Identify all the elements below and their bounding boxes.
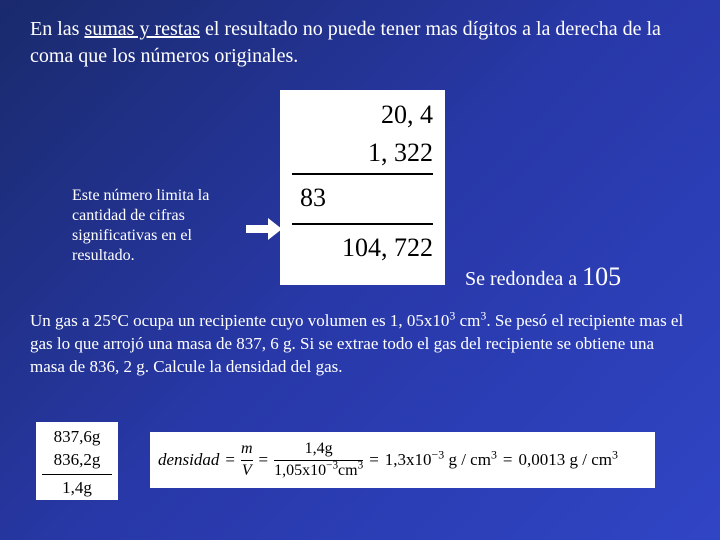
column-addition-figure: 20, 4 1, 322 83 104, 722 [280, 90, 445, 285]
addition-rule-text: En las sumas y restas el resultado no pu… [30, 16, 690, 70]
rule-underlined: sumas y restas [84, 18, 200, 40]
r2-exp: 3 [612, 447, 618, 461]
density-equation-figure: densidad = m V = 1,4g 1,05x10−3cm3 = 1,3… [150, 432, 655, 488]
gas-problem-statement: Un gas a 25°C ocupa un recipiente cuyo v… [30, 310, 690, 379]
frac-v: V [242, 463, 252, 480]
density-lhs: densidad [158, 450, 219, 470]
frac2-bot: 1,05x10−3cm3 [274, 463, 363, 480]
eq-sign-2: = [259, 450, 269, 470]
frac-line-1 [241, 460, 253, 461]
frac-numeric: 1,4g 1,05x10−3cm3 [274, 441, 363, 480]
mass-container: 836,2g [36, 449, 118, 472]
r2-b: g / cm [569, 450, 612, 469]
result-2: 0,0013 g / cm3 [518, 450, 617, 470]
r2-a: 0,0013 [518, 450, 565, 469]
arrow-right-icon [246, 218, 282, 240]
density-equation: densidad = m V = 1,4g 1,05x10−3cm3 = 1,3… [158, 436, 647, 484]
r1-b: g / cm [448, 450, 491, 469]
sum-result: 104, 722 [292, 229, 433, 267]
addend-3: 83 [292, 179, 433, 217]
r1-exp: −3 [432, 447, 445, 461]
rounded-result-label: Se redondea a 105 [465, 262, 621, 292]
frac-m-over-v: m V [241, 441, 253, 480]
eq-sign-3: = [369, 450, 379, 470]
frac2-bot-a: 1,05x10 [274, 462, 326, 479]
mass-gas: 1,4g [36, 477, 118, 500]
eq-sign-1: = [225, 450, 235, 470]
r1-exp2: 3 [491, 447, 497, 461]
sum-rule-line-1 [292, 173, 433, 175]
result-1: 1,3x10−3 g / cm3 [385, 450, 497, 470]
frac2-bot-exp: −3 [326, 459, 338, 471]
subtract-line [42, 474, 112, 475]
frac-m: m [241, 441, 253, 458]
frac2-top: 1,4g [305, 441, 333, 458]
r1-a: 1,3x10 [385, 450, 432, 469]
frac-line-2 [274, 460, 363, 461]
rule-prefix: En las [30, 18, 84, 40]
problem-seg-2: cm [455, 311, 480, 330]
addend-2: 1, 322 [292, 134, 433, 172]
rounded-text: Se redondea a [465, 268, 582, 290]
mass-subtraction-figure: 837,6g 836,2g 1,4g [36, 422, 118, 500]
problem-seg-1: Un gas a 25°C ocupa un recipiente cuyo v… [30, 311, 449, 330]
sum-rule-line-2 [292, 223, 433, 225]
limiting-number-note: Este número limita la cantidad de cifras… [72, 186, 252, 266]
rounded-value: 105 [582, 262, 621, 291]
frac2-bot-exp2: 3 [358, 459, 364, 471]
mass-total: 837,6g [36, 426, 118, 449]
addend-1: 20, 4 [292, 96, 433, 134]
frac2-bot-b: cm [338, 462, 358, 479]
eq-sign-4: = [503, 450, 513, 470]
